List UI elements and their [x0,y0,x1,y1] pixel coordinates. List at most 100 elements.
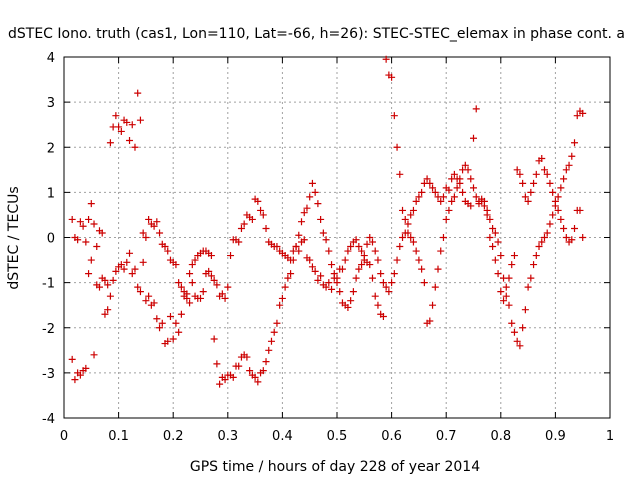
data-point [486,234,494,241]
data-point [267,337,275,345]
data-point [186,270,194,278]
data-point [352,274,360,282]
data-point [409,206,417,214]
data-point [262,224,270,232]
data-point [221,294,229,302]
data-point [150,299,158,307]
data-point [530,179,538,187]
data-point [478,197,486,205]
data-point [93,243,101,251]
data-point [166,312,174,320]
data-point [358,261,366,269]
data-point [390,270,398,278]
data-point [136,288,144,296]
data-point [210,276,218,284]
data-point [467,202,475,210]
data-point [235,238,243,246]
data-point [109,276,117,284]
data-point [254,197,262,205]
data-point [101,276,109,284]
data-point [322,283,330,291]
data-point [470,184,477,192]
x-tick-label: 0.2 [163,429,184,444]
data-point [396,170,404,178]
data-point [311,267,319,275]
x-tick-label: 0.9 [545,429,566,444]
data-point [273,243,281,251]
data-point [431,188,439,196]
data-point [142,297,150,305]
data-point [90,220,98,228]
data-point [554,193,562,201]
data-point [418,265,426,273]
data-point [467,175,475,183]
data-point [379,279,387,287]
data-point [568,236,576,244]
data-point [557,184,565,192]
data-point [576,206,584,214]
x-tick-label: 0.7 [436,429,457,444]
data-point [502,292,510,300]
data-point [246,367,254,375]
data-point [418,188,426,196]
data-point [145,292,153,300]
data-point [401,229,409,237]
data-point [262,358,270,366]
data-point [93,281,101,289]
data-point [371,292,379,300]
data-point [224,283,232,291]
data-point [347,243,355,251]
y-tick-label: -2 [42,322,55,337]
data-point [186,299,194,307]
data-point [459,188,467,196]
data-point [276,301,284,309]
data-point [445,186,453,194]
data-point [486,215,494,223]
data-point [401,215,409,223]
x-tick-label: 0.4 [272,429,293,444]
data-point [510,328,518,336]
y-tick-label: 2 [47,141,55,156]
x-tick-label: 0.8 [490,429,511,444]
data-point [85,270,93,278]
data-point [197,294,204,302]
data-point [543,229,551,237]
data-point [573,112,581,120]
data-point [543,170,551,178]
data-point [368,238,376,246]
data-point [456,179,464,187]
y-tick-label: -4 [42,412,55,427]
data-point [442,215,450,223]
data-point [188,261,196,269]
y-tick-label: 4 [47,51,55,66]
data-point [112,267,120,275]
data-point [191,256,199,264]
data-point [117,261,125,269]
data-point [513,166,521,174]
data-point [560,224,568,232]
data-point [278,294,286,302]
data-point [434,265,442,273]
data-point [472,105,480,113]
data-point [216,380,224,388]
data-point [521,193,529,201]
data-point [540,234,548,241]
data-point [156,229,164,237]
data-point [161,243,169,251]
data-point [303,204,311,212]
data-point [273,319,281,327]
data-point [259,211,267,219]
data-point [210,335,218,343]
data-point [328,261,336,269]
data-point [221,376,229,384]
data-point [106,139,114,147]
data-point [115,123,123,131]
data-point [298,218,306,226]
data-point [322,236,330,244]
data-point [374,301,382,309]
data-point [510,252,518,260]
data-point [445,206,453,214]
data-point [347,297,355,305]
data-point [404,220,412,228]
